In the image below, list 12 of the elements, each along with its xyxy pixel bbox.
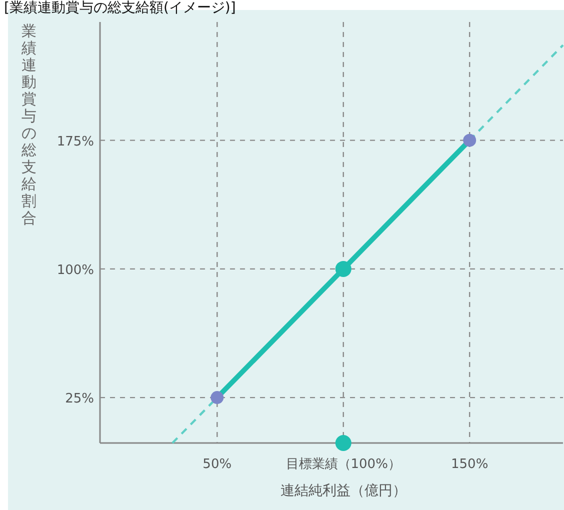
title: [業績連動賞与の総支給額(イメージ)] <box>4 0 236 16</box>
text: 業績連動賞与の総支給割合 <box>22 22 36 227</box>
point <box>463 134 476 147</box>
y-tick-label: 25% <box>65 392 94 407</box>
point <box>210 391 224 404</box>
x-tick-label: 目標業績（100%） <box>286 457 401 472</box>
point <box>335 435 352 451</box>
x-axis-title: 連結純利益（億円） <box>280 483 406 499</box>
y-tick-label: 175% <box>56 134 94 150</box>
y-tick-label: 100% <box>56 262 94 278</box>
x-tick-label: 150% <box>451 457 488 472</box>
x-tick-label: 50% <box>202 457 232 472</box>
